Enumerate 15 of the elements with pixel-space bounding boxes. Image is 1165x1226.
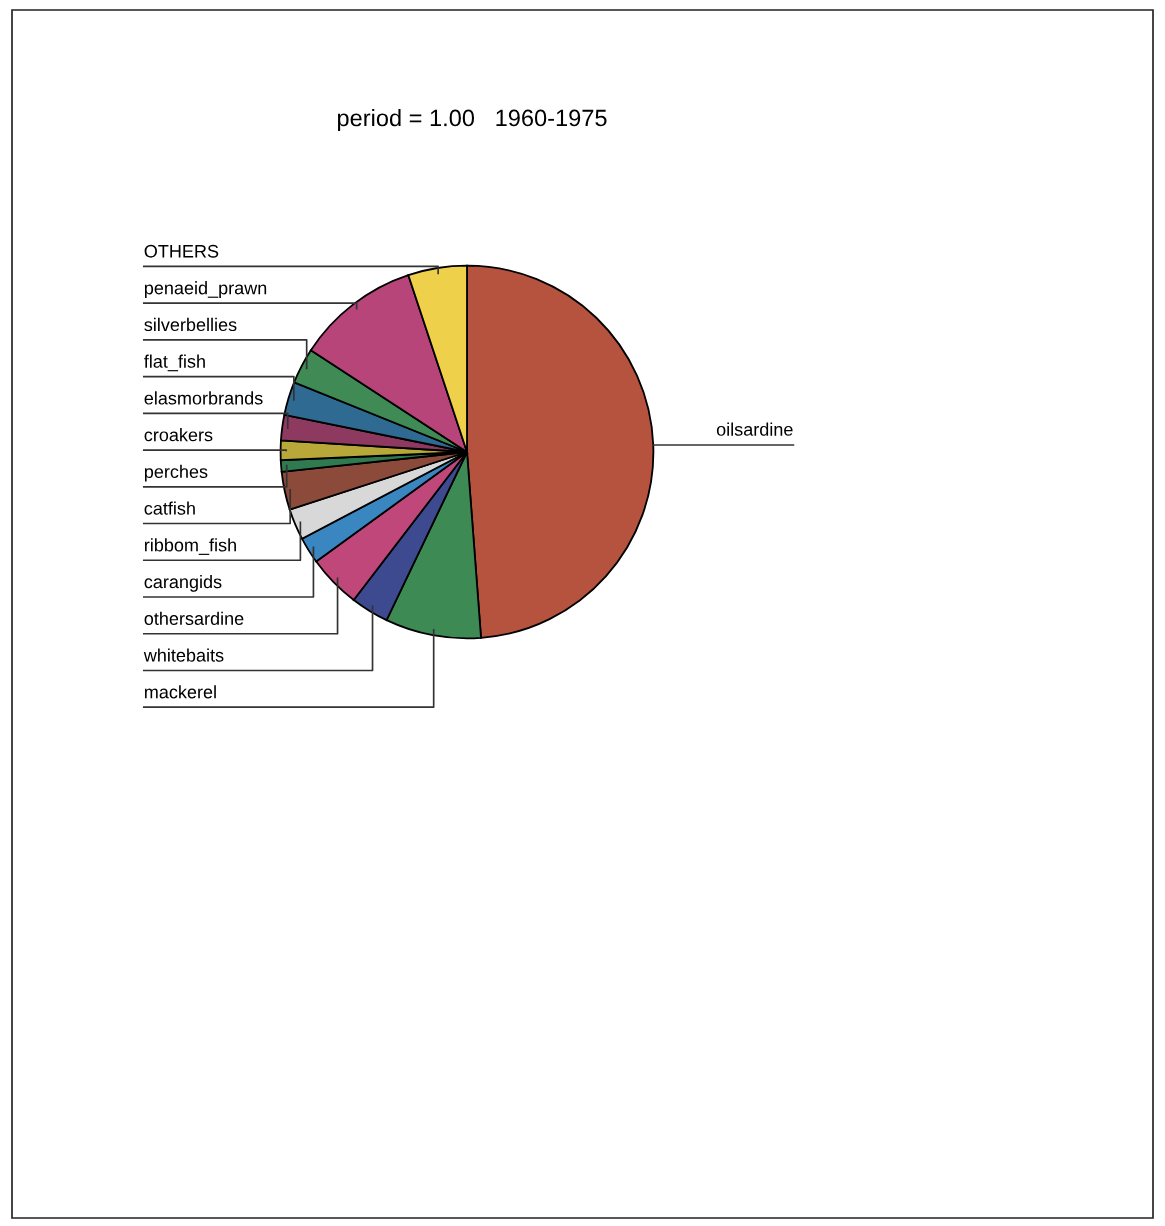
slice-label: oilsardine [716, 422, 793, 436]
slice-label: penaeid_prawn [144, 281, 267, 298]
slice-label: whitebaits [143, 648, 224, 662]
slice-label: carangids [144, 574, 222, 592]
slice-label: catfish [144, 501, 195, 515]
slice-label: perches [144, 464, 208, 482]
slice-label: elasmorbrands [144, 391, 263, 405]
slice-label: othersardine [144, 611, 244, 625]
slice-label: flat_fish [144, 354, 205, 372]
slice-label: OTHERS [144, 244, 219, 258]
chart-title: period = 1.00 1960-1975 [337, 109, 607, 132]
slice-label: croakers [144, 428, 213, 442]
slice-label: ribbom_fish [145, 538, 236, 555]
slice-label: silverbellies [144, 317, 237, 332]
slice-label: mackerel [145, 685, 216, 699]
